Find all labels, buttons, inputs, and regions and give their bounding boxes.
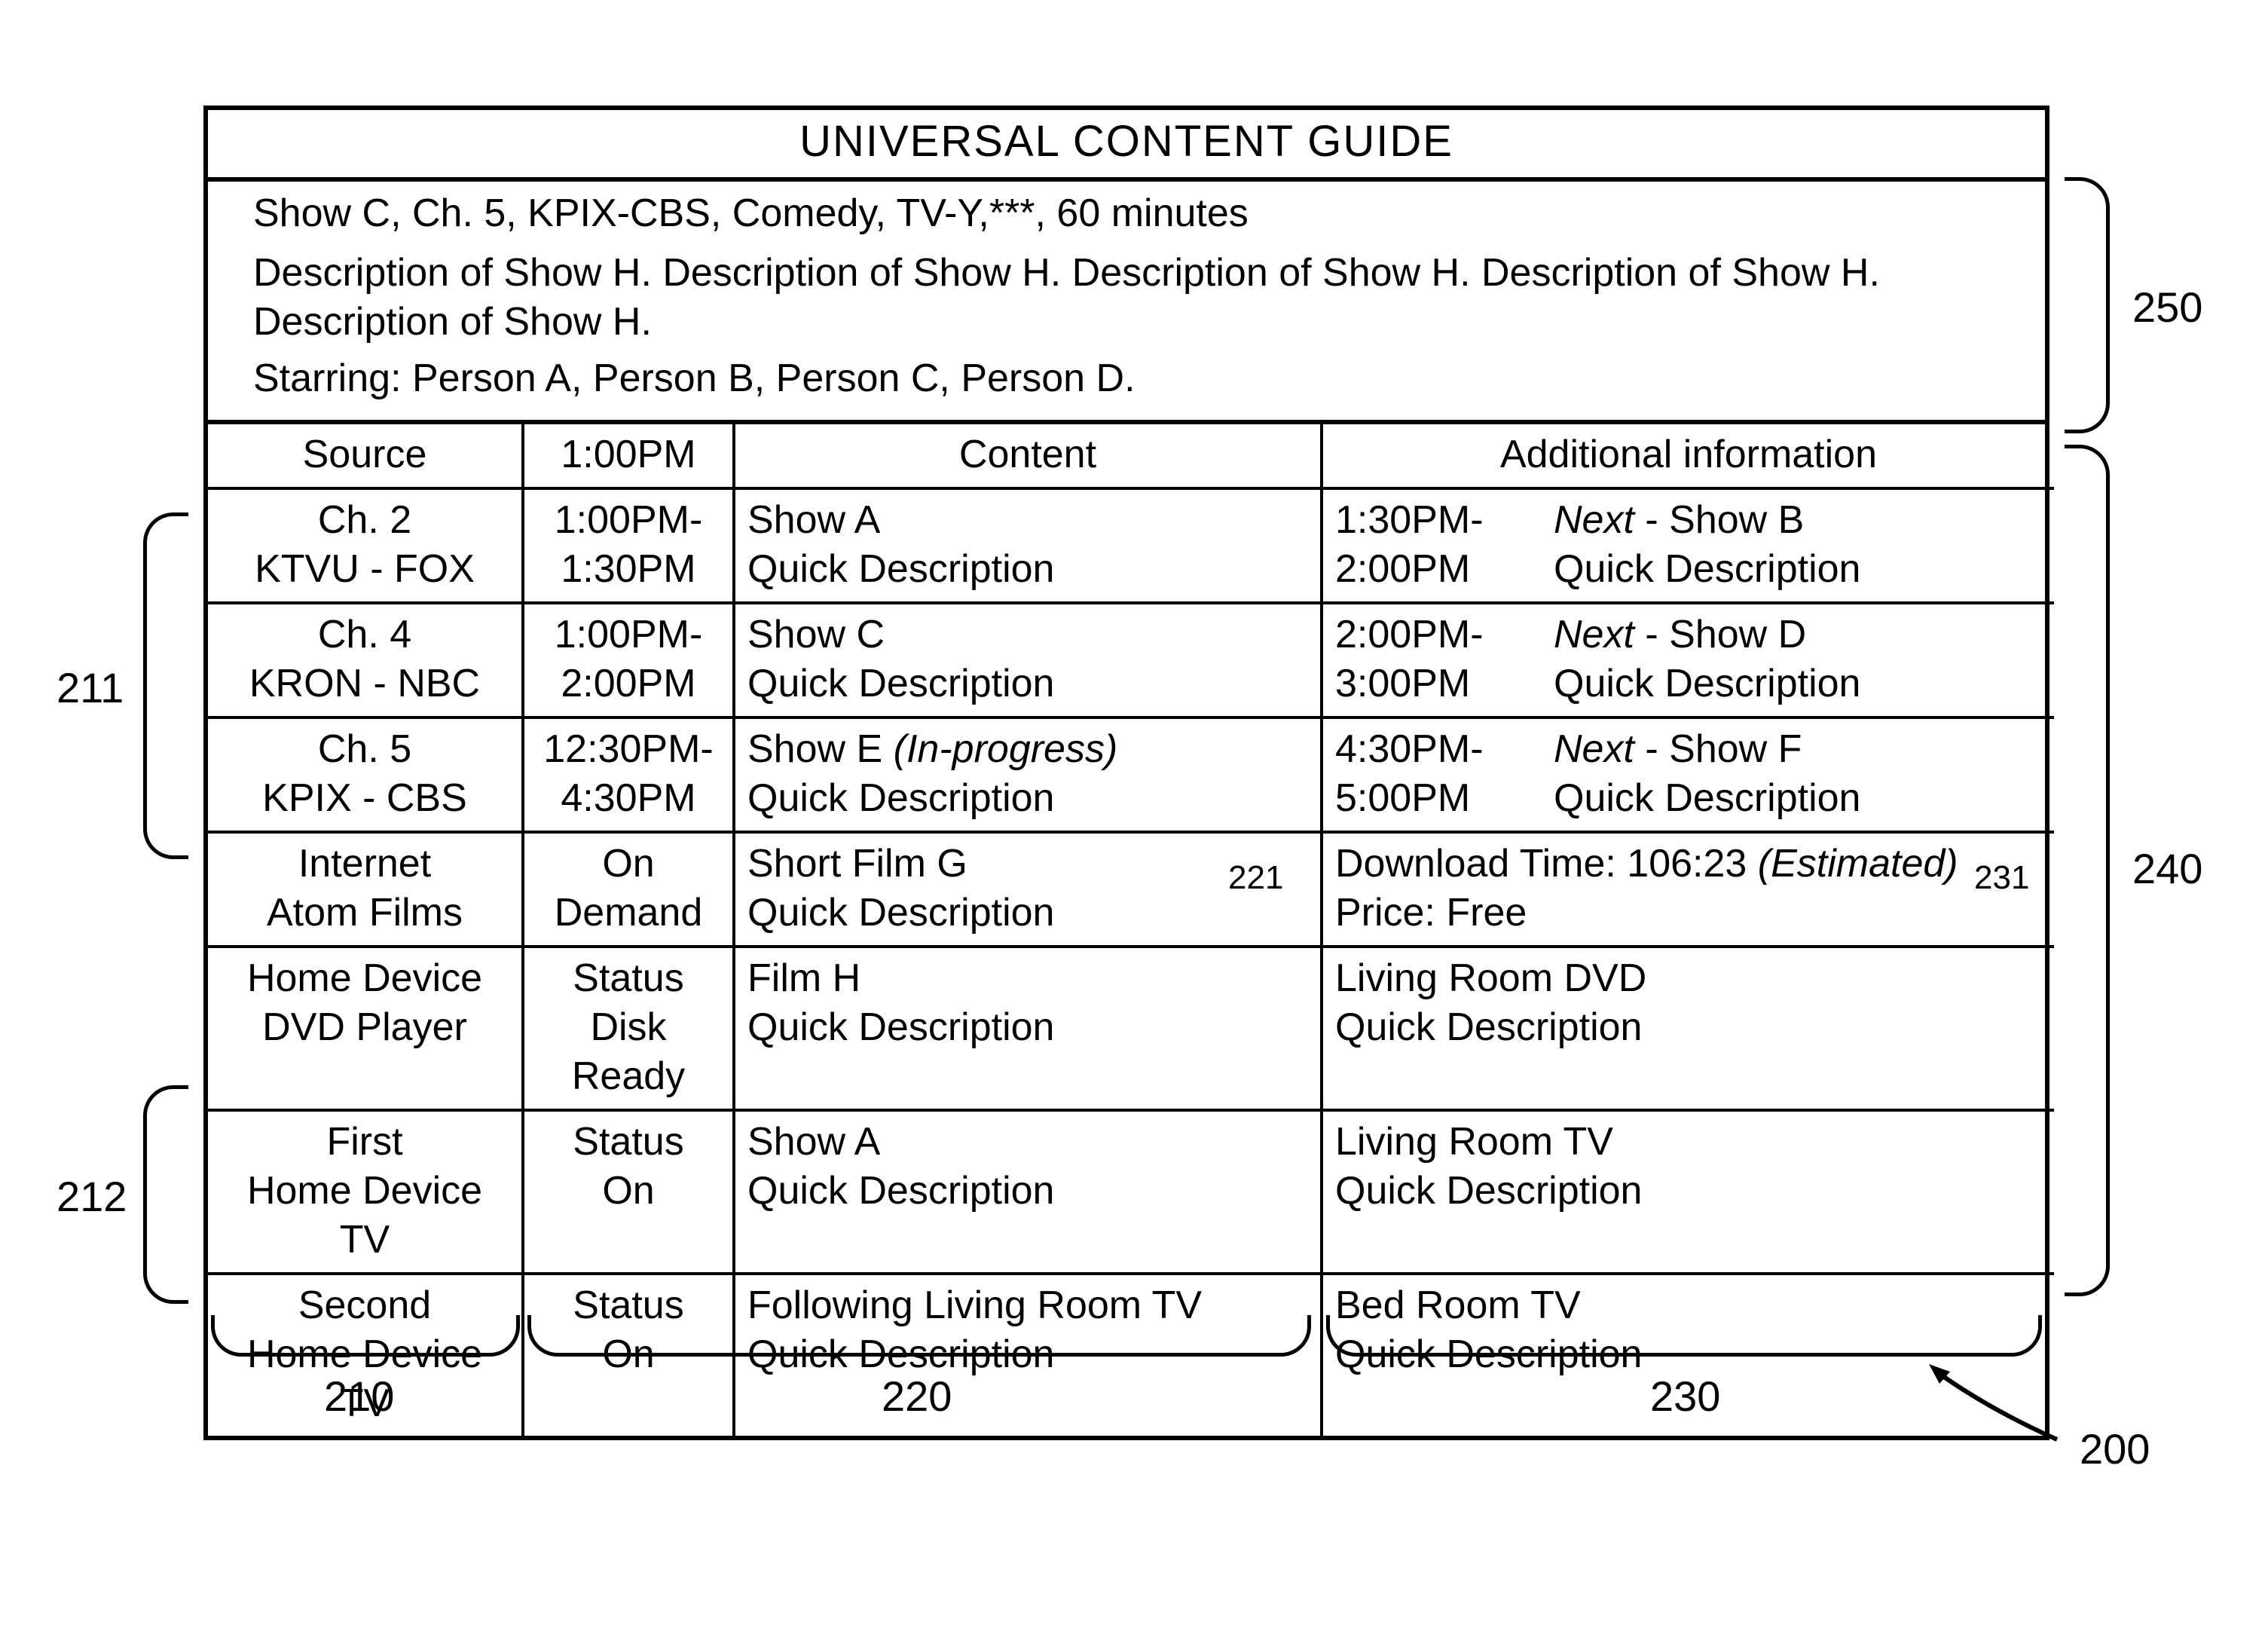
content-title: Show E (In-progress) — [747, 725, 1308, 774]
content-guide-box: UNIVERSAL CONTENT GUIDE Show C, Ch. 5, K… — [203, 106, 2049, 1440]
brace-250 — [2065, 177, 2110, 433]
addl-time: 1:30PM- 2:00PM — [1335, 496, 1531, 594]
addl-title-text: - Show B — [1634, 498, 1804, 542]
row-additional: Download Time: 106:23 (Estimated) Price:… — [1323, 834, 2054, 948]
addl-sub: Quick Description — [1554, 774, 2042, 823]
addl-sub: Quick Description — [1554, 545, 2042, 594]
content-sub: Quick Description — [747, 545, 1308, 594]
in-progress-label: (In-progress) — [894, 727, 1118, 771]
row-time: 1:00PM- 2:00PM — [524, 604, 735, 719]
ref-212: 212 — [57, 1172, 127, 1221]
addl-title: Next - Show B — [1554, 496, 2042, 545]
next-label: Next — [1554, 613, 1634, 656]
row-time: 12:30PM- 4:30PM — [524, 719, 735, 834]
info-description: Description of Show H. Description of Sh… — [253, 249, 2000, 347]
addl-line2: Price: Free — [1335, 889, 2042, 938]
title-bar: UNIVERSAL CONTENT GUIDE — [208, 110, 2045, 182]
brace-210 — [211, 1315, 520, 1357]
next-label: Next — [1554, 498, 1634, 542]
addl-time: 2:00PM- 3:00PM — [1335, 610, 1531, 708]
ref-210: 210 — [324, 1372, 394, 1421]
brace-211 — [143, 512, 188, 859]
info-line1: Show C, Ch. 5, KPIX-CBS, Comedy, TV-Y,**… — [253, 189, 2000, 238]
page: UNIVERSAL CONTENT GUIDE Show C, Ch. 5, K… — [0, 0, 2268, 1652]
brace-240 — [2065, 445, 2110, 1296]
row-content: Show A Quick Description — [735, 490, 1323, 604]
row-source: Internet Atom Films — [208, 834, 524, 948]
addl-title-text: - Show F — [1634, 727, 1802, 771]
row-time: 1:00PM- 1:30PM — [524, 490, 735, 604]
row-additional: 1:30PM- 2:00PM Next - Show B Quick Descr… — [1323, 490, 2054, 604]
row-content: Show C Quick Description — [735, 604, 1323, 719]
ref-211: 211 — [57, 663, 124, 712]
ref-240: 240 — [2132, 844, 2202, 893]
row-additional: 4:30PM- 5:00PM Next - Show F Quick Descr… — [1323, 719, 2054, 834]
addl-line2: Quick Description — [1335, 1167, 2042, 1216]
content-sub: Quick Description — [747, 1003, 1308, 1052]
brace-220 — [527, 1315, 1311, 1357]
ref-221: 221 — [1228, 859, 1283, 897]
ref-230: 230 — [1650, 1372, 1720, 1421]
addl-title-text: - Show D — [1634, 613, 1806, 656]
col-header-additional: Additional information — [1323, 424, 2054, 490]
info-starring: Starring: Person A, Person B, Person C, … — [253, 354, 2000, 403]
row-source: Ch. 5 KPIX - CBS — [208, 719, 524, 834]
addl-line2: Quick Description — [1335, 1003, 2042, 1052]
addl-line1: Download Time: 106:23 (Estimated) — [1335, 840, 2042, 889]
content-title: Show C — [747, 610, 1308, 659]
row-time: On Demand — [524, 834, 735, 948]
addl-line1: Living Room TV — [1335, 1118, 2042, 1167]
row-source: Home Device DVD Player — [208, 948, 524, 1112]
content-title: Show A — [747, 496, 1308, 545]
content-sub: Quick Description — [747, 774, 1308, 823]
addl-title: Next - Show D — [1554, 610, 2042, 659]
addl-title: Next - Show F — [1554, 725, 2042, 774]
content-title: Show A — [747, 1118, 1308, 1167]
content-sub: Quick Description — [747, 659, 1308, 708]
guide-grid: Source 1:00PM Content Additional informa… — [208, 424, 2045, 1436]
ref-220: 220 — [882, 1372, 952, 1421]
row-additional: Living Room TV Quick Description — [1323, 1112, 2054, 1275]
info-block: Show C, Ch. 5, KPIX-CBS, Comedy, TV-Y,**… — [208, 182, 2045, 424]
ref-250: 250 — [2132, 283, 2202, 332]
estimated-label: (Estimated) — [1758, 842, 1958, 886]
content-title: Short Film G — [747, 840, 1308, 889]
col-header-content: Content — [735, 424, 1323, 490]
brace-230 — [1326, 1315, 2042, 1357]
row-source: Ch. 2 KTVU - FOX — [208, 490, 524, 604]
content-sub: Quick Description — [747, 1167, 1308, 1216]
row-source: First Home Device TV — [208, 1112, 524, 1275]
content-sub: Quick Description — [747, 889, 1308, 938]
addl-sub: Quick Description — [1554, 659, 2042, 708]
col-header-time: 1:00PM — [524, 424, 735, 490]
ref-200: 200 — [2080, 1424, 2150, 1473]
row-content: Show A Quick Description — [735, 1112, 1323, 1275]
addl-line1: Living Room DVD — [1335, 954, 2042, 1003]
row-time: Status On — [524, 1112, 735, 1275]
ref-231: 231 — [1974, 859, 2029, 897]
addl-time: 4:30PM- 5:00PM — [1335, 725, 1531, 823]
leader-200 — [1929, 1364, 2080, 1455]
row-additional: 2:00PM- 3:00PM Next - Show D Quick Descr… — [1323, 604, 2054, 719]
brace-212 — [143, 1085, 188, 1304]
content-title: Film H — [747, 954, 1308, 1003]
row-additional: Living Room DVD Quick Description — [1323, 948, 2054, 1112]
row-time: Status Disk Ready — [524, 948, 735, 1112]
next-label: Next — [1554, 727, 1634, 771]
col-header-source: Source — [208, 424, 524, 490]
row-source: Ch. 4 KRON - NBC — [208, 604, 524, 719]
row-content: Show E (In-progress) Quick Description — [735, 719, 1323, 834]
row-content: Film H Quick Description — [735, 948, 1323, 1112]
